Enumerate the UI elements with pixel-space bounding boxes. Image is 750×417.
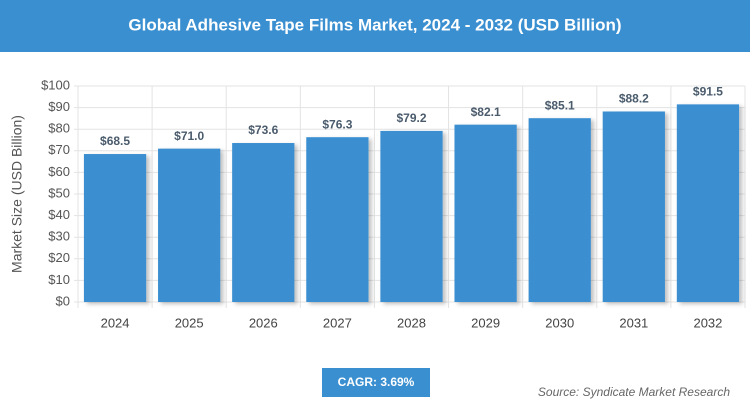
cagr-box [322, 368, 430, 397]
cagr-label: CAGR: 3.69% [338, 375, 415, 389]
value-label: $91.5 [693, 85, 723, 99]
bar [83, 154, 147, 302]
value-label: $68.5 [100, 134, 130, 148]
y-tick-label: $100 [41, 77, 70, 92]
y-axis-title: Market Size (USD Billion) [9, 115, 25, 273]
bar [528, 118, 591, 303]
x-tick-label: 2027 [323, 315, 352, 330]
x-tick-label: 2029 [471, 315, 500, 330]
bar [380, 130, 443, 302]
x-tick-label: 2024 [101, 315, 130, 330]
bar [232, 143, 295, 302]
bar [306, 137, 369, 302]
value-label: $76.3 [322, 117, 352, 131]
x-tick-label: 2026 [249, 315, 278, 330]
x-tick-label: 2031 [619, 315, 648, 330]
y-tick-label: $20 [48, 250, 70, 265]
bar [158, 148, 221, 302]
y-tick-label: $80 [48, 121, 70, 136]
y-tick-label: $10 [48, 272, 70, 287]
value-label: $71.0 [174, 129, 204, 143]
y-tick-label: $50 [48, 185, 70, 200]
value-label: $73.6 [248, 123, 278, 137]
bar [676, 104, 740, 302]
title-banner [0, 0, 750, 52]
x-tick-label: 2025 [175, 315, 204, 330]
bar [602, 111, 665, 302]
value-label: $88.2 [619, 92, 649, 106]
value-label: $85.1 [545, 98, 575, 112]
x-tick-label: 2032 [693, 315, 722, 330]
bar [454, 124, 517, 302]
x-tick-label: 2028 [397, 315, 426, 330]
source-note: Source: Syndicate Market Research [538, 385, 730, 399]
y-tick-label: $60 [48, 164, 70, 179]
y-tick-label: $0 [56, 293, 70, 308]
y-tick-label: $70 [48, 142, 70, 157]
y-tick-label: $90 [48, 99, 70, 114]
x-tick-label: 2030 [545, 315, 574, 330]
chart-title: Global Adhesive Tape Films Market, 2024 … [128, 15, 621, 34]
y-tick-label: $40 [48, 207, 70, 222]
y-tick-label: $30 [48, 229, 70, 244]
value-label: $82.1 [471, 105, 501, 119]
value-label: $79.2 [396, 111, 426, 125]
